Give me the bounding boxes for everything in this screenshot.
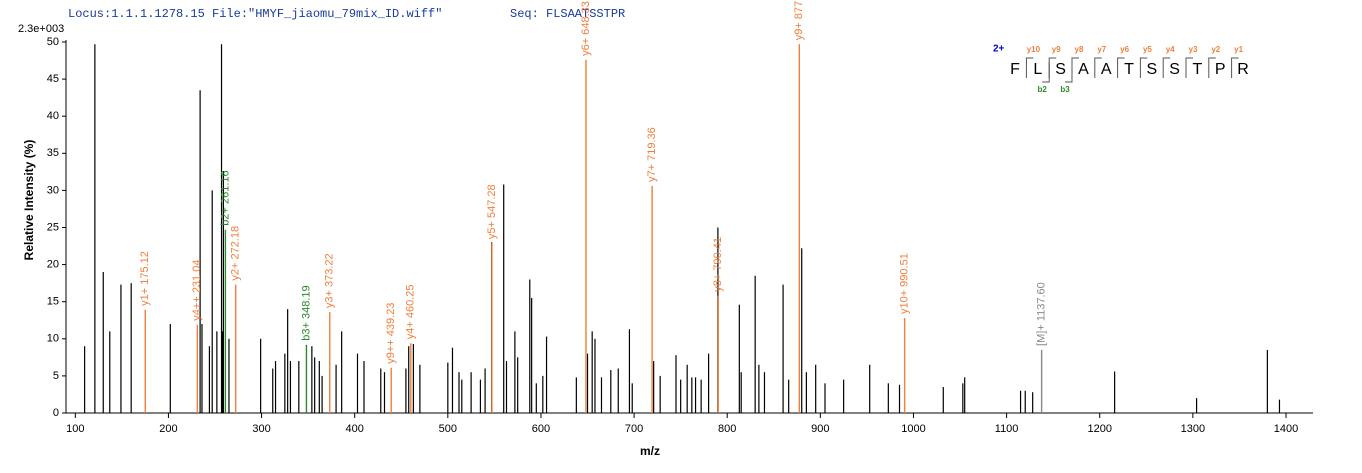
x-tick-label: 900 [811, 423, 829, 435]
y-ion-label: y6 [1120, 45, 1129, 54]
residue: T [1124, 61, 1134, 78]
y-tick-label: 25 [47, 221, 59, 233]
x-tick-label: 600 [532, 423, 550, 435]
peak-label: y2+ 272.18 [230, 226, 242, 281]
y-ion-label: y3 [1189, 45, 1198, 54]
y-ion-label: y5 [1143, 45, 1152, 54]
y-ion-label: y7 [1097, 45, 1106, 54]
x-tick-label: 1200 [1087, 423, 1111, 435]
y-tick-label: 35 [47, 147, 59, 159]
peak-label: y5+ 547.28 [486, 184, 498, 239]
peak-label: y3+ 373.22 [324, 253, 336, 308]
residue: A [1078, 61, 1089, 78]
charge-label: 2+ [993, 44, 1005, 55]
chart-title: Locus:1.1.1.1278.15 File:"HMYF_jiaomu_79… [68, 7, 442, 21]
x-tick-label: 100 [66, 423, 84, 435]
x-tick-label: 1000 [901, 423, 925, 435]
y-ion-bracket [1162, 57, 1171, 78]
chart-subtitle: Seq: FLSAATSSTPR [510, 7, 625, 21]
y-ion-label: y8 [1075, 45, 1084, 54]
residue: A [1101, 61, 1112, 78]
y-tick-label: 20 [47, 259, 59, 271]
y-tick-label: 5 [53, 370, 59, 382]
y-ion-label: y9 [1052, 45, 1061, 54]
residue: T [1193, 61, 1203, 78]
x-tick-label: 1400 [1274, 423, 1298, 435]
peak-label: y8+ 790.41 [712, 237, 724, 292]
peak-label: b2+ 261.16 [219, 170, 231, 225]
peak-label: y1+ 175.12 [139, 251, 151, 306]
residue: F [1010, 61, 1020, 78]
residue: S [1055, 61, 1066, 78]
peak-label: y10+ 990.51 [899, 253, 911, 314]
peak-label: y4++ 231.04 [191, 260, 203, 321]
y-ion-bracket [1231, 57, 1239, 78]
scale-label: 2.3e+003 [18, 23, 64, 35]
peak-label: y7+ 719.36 [646, 127, 658, 182]
x-tick-label: 800 [718, 423, 736, 435]
y-ion-label: y2 [1211, 45, 1220, 54]
x-tick-label: 1100 [995, 423, 1019, 435]
x-tick-label: 700 [625, 423, 643, 435]
x-tick-label: 1300 [1181, 423, 1205, 435]
peak-label: y4+ 460.25 [405, 285, 417, 340]
residue: P [1215, 61, 1226, 78]
x-tick-label: 300 [252, 423, 270, 435]
y-ion-label: y1 [1234, 45, 1243, 54]
b-ion-label: b3 [1060, 85, 1070, 94]
y-ion-label: y4 [1166, 45, 1175, 54]
y-tick-label: 10 [47, 333, 59, 345]
y-tick-label: 45 [47, 73, 59, 85]
residue: S [1169, 61, 1180, 78]
x-tick-label: 500 [439, 423, 457, 435]
y-tick-label: 50 [47, 36, 59, 48]
x-tick-label: 400 [346, 423, 364, 435]
peak-label: y9+ 877.42 [793, 0, 805, 40]
y-ion-label: y10 [1027, 45, 1041, 54]
y-ion-bracket [1185, 57, 1193, 78]
x-axis-label: m/z [640, 444, 660, 458]
y-ion-bracket [1025, 57, 1034, 78]
residue: L [1033, 61, 1042, 78]
peak-label: y9++ 439.23 [385, 303, 397, 364]
y-ion-bracket [1094, 57, 1102, 78]
y-ion-bracket [1208, 57, 1216, 78]
peak-label: y6+ 648.33 [580, 1, 592, 56]
peak-label: b3+ 348.19 [300, 285, 312, 340]
y-tick-label: 15 [47, 296, 59, 308]
residue: S [1146, 61, 1157, 78]
y-tick-label: 0 [53, 407, 59, 419]
b-ion-bracket [1065, 62, 1073, 83]
y-ion-bracket [1117, 57, 1125, 78]
y-axis-label: Relative Intensity (%) [22, 140, 36, 261]
x-tick-label: 200 [159, 423, 177, 435]
y-ion-bracket [1139, 57, 1148, 78]
y-tick-label: 30 [47, 184, 59, 196]
residue: R [1237, 61, 1249, 78]
b-ion-label: b2 [1038, 85, 1048, 94]
y-tick-label: 40 [47, 110, 59, 122]
b-ion-bracket [1042, 62, 1050, 83]
peak-label: [M]+ 1137.60 [1036, 282, 1048, 346]
